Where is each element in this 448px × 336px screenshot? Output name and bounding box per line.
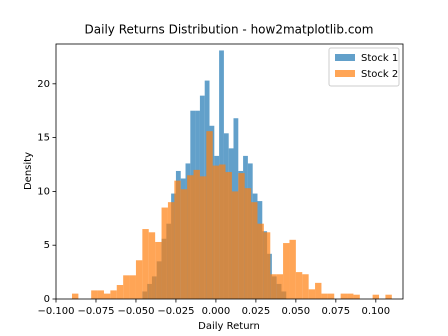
histogram-bar [238,173,245,299]
histogram-bar [244,188,252,299]
histogram-bar [71,293,79,299]
legend-label: Stock 1 [361,53,398,64]
histogram-bar [353,294,360,299]
histogram-bar [148,232,156,299]
histogram-bar [270,274,277,299]
y-tick-label: 20 [37,79,50,90]
y-tick-label: 10 [37,186,50,197]
histogram-bar [212,165,220,299]
histogram-bar [123,275,130,299]
x-tick-label: 0.075 [322,306,351,317]
histogram-bar [276,274,284,299]
x-tick-label: 0.100 [361,306,390,317]
histogram-bar [167,202,175,299]
x-tick-label: −0.100 [37,306,74,317]
x-tick-label: −0.050 [117,306,154,317]
histogram-bar [135,260,143,299]
histogram-bar [155,241,162,299]
histogram-bar [206,131,213,299]
x-tick-label: 0.000 [202,306,231,317]
histogram-bar [110,290,117,299]
histogram-bar [251,202,258,299]
y-tick-label: 15 [37,133,50,144]
x-tick-label: −0.075 [77,306,114,317]
histogram-bar [103,293,111,299]
histogram-bar [257,223,264,299]
histogram-bar [327,293,335,299]
histogram-bar [263,232,271,299]
histogram-bar [340,293,348,299]
histogram-bar [97,290,104,299]
x-axis-label: Daily Return [198,321,260,332]
x-tick-label: 0.050 [282,306,311,317]
y-tick-label: 0 [44,294,50,305]
histogram-bar [187,175,194,299]
histogram-bar [347,293,354,299]
histogram-bar [129,275,136,299]
histogram-bar [283,243,290,299]
histogram-bar [142,229,149,299]
histogram-bar [308,289,316,299]
histogram-bar [302,274,309,299]
histogram-bar [295,272,303,299]
plot-frame [55,43,404,300]
x-tick-label: 0.025 [242,306,271,317]
y-tick-label: 5 [44,240,50,251]
histogram-bar [289,239,296,299]
histogram-bar [180,189,188,299]
histogram-bar [116,285,124,299]
legend-swatch [335,70,355,77]
histogram-bar [315,282,322,299]
histogram-bar [219,164,226,299]
histogram-bar [231,191,239,299]
histogram-bar [91,290,98,299]
histogram-bar [161,207,168,299]
histogram-bar [321,293,328,299]
chart-title: Daily Returns Distribution - how2matplot… [85,23,374,37]
histogram-bar [225,172,232,299]
x-tick-label: −0.025 [157,306,194,317]
histogram-bar [193,169,200,299]
histogram-bar [372,294,380,299]
histogram-bar [174,180,181,299]
legend-label: Stock 2 [361,69,398,80]
y-axis-label: Density [23,152,34,190]
histogram-bar [385,294,392,299]
legend-swatch [335,54,355,61]
histogram-bar [199,176,207,299]
